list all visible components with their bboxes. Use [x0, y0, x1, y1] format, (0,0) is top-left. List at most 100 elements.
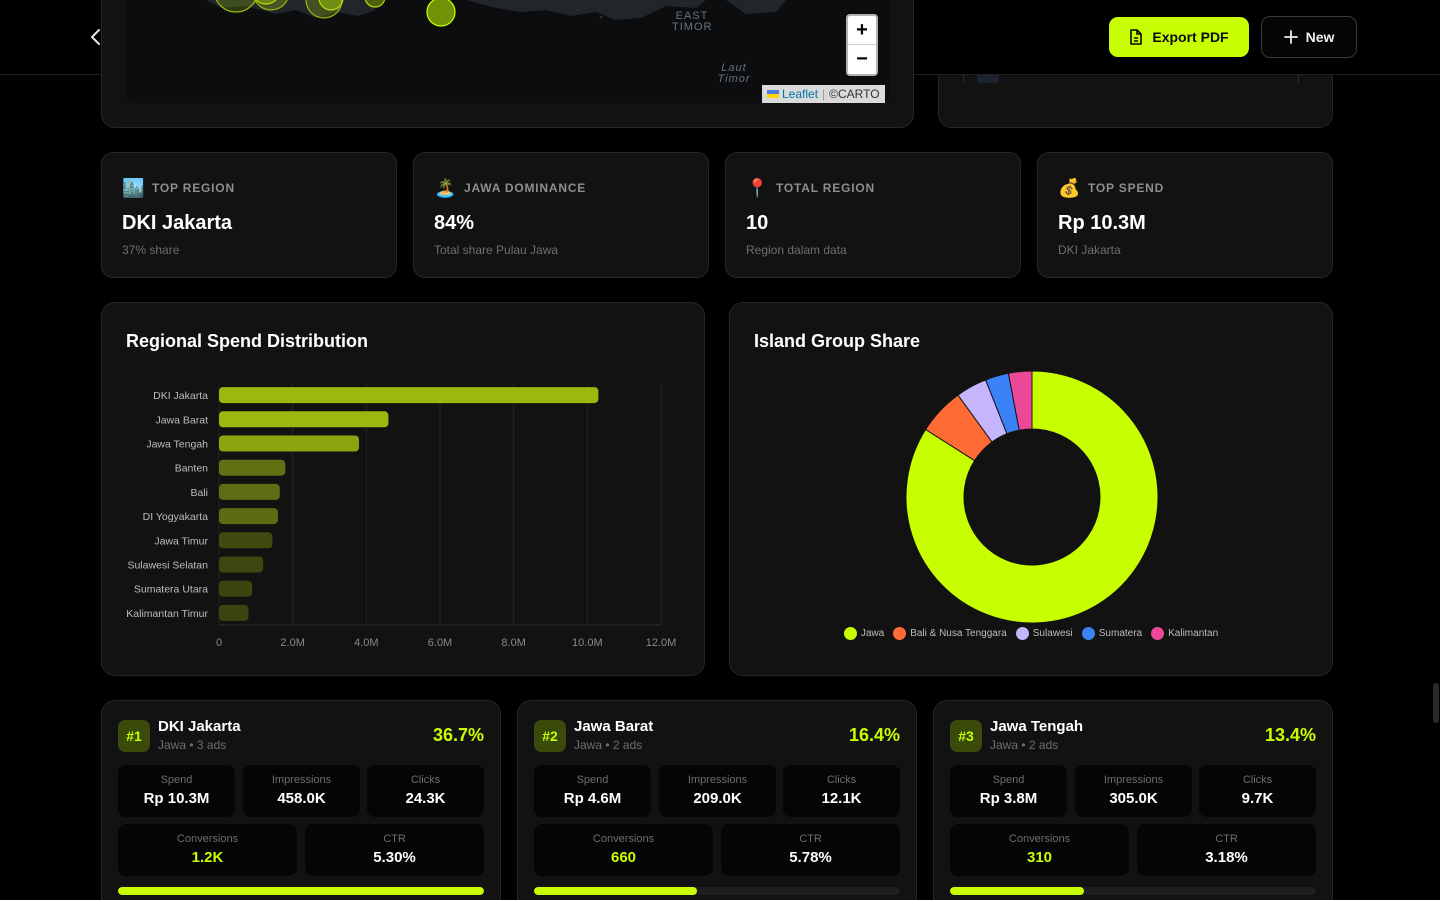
metric-spend: Spend Rp 10.3M	[118, 765, 235, 817]
export-pdf-button[interactable]: Export PDF	[1109, 17, 1249, 57]
x-tick-label: 6.0M	[428, 637, 452, 649]
legend-item[interactable]: Sulawesi	[1015, 627, 1073, 640]
island-share-card: Island Group Share Jawa Bali & Nusa Tengg…	[729, 302, 1333, 676]
x-tick-label: 12.0M	[646, 637, 677, 649]
chart-title: Island Group Share	[754, 331, 921, 351]
y-category-label: Jawa Tengah	[146, 439, 208, 451]
stat-label: TOTAL REGION	[776, 181, 875, 195]
x-tick-label: 8.0M	[501, 637, 525, 649]
stat-sub: DKI Jakarta	[1058, 243, 1121, 257]
new-button[interactable]: New	[1261, 16, 1357, 58]
region-card[interactable]: #1 DKI Jakarta Jawa • 3 ads 36.7% Spend Rp 10…	[101, 700, 501, 900]
legend-item[interactable]: Sumatera	[1081, 627, 1143, 640]
legend-label: Kalimantan	[1168, 628, 1219, 639]
metric-clicks: Clicks 12.1K	[783, 765, 900, 817]
rank-badge: #3	[950, 720, 982, 752]
bar	[219, 459, 286, 476]
map-label-east-timor: EAST TIMOR	[672, 10, 713, 33]
stat-card-total-region: 📍 TOTAL REGION 10 Region dalam data	[725, 152, 1021, 278]
stat-label: TOP REGION	[152, 181, 235, 195]
region-name: Jawa Tengah	[990, 718, 1084, 735]
share-progress	[950, 887, 1316, 895]
region-name: Jawa Barat	[574, 718, 654, 735]
share-progress	[118, 887, 484, 895]
map-attribution: Leaflet | ©CARTO	[762, 85, 885, 103]
region-meta: Jawa • 2 ads	[574, 738, 643, 752]
stat-card-top-spend: 💰 TOP SPEND Rp 10.3M DKI Jakarta	[1037, 152, 1333, 278]
share-progress	[534, 887, 900, 895]
bar	[219, 387, 599, 404]
share-progress-fill	[950, 887, 1084, 895]
stat-sub: Region dalam data	[746, 243, 847, 257]
legend-swatch	[1015, 627, 1029, 640]
bar	[219, 604, 249, 621]
money-bag-icon: 💰	[1058, 177, 1081, 198]
legend-item[interactable]: Bali & Nusa Tenggara	[893, 627, 1007, 640]
legend-label: Bali & Nusa Tenggara	[910, 628, 1007, 639]
stat-sub: Total share Pulau Jawa	[434, 243, 559, 257]
y-category-label: Banten	[175, 463, 208, 475]
back-button[interactable]	[84, 24, 108, 50]
bar	[219, 508, 278, 525]
bar	[219, 556, 264, 573]
y-category-label: Kalimantan Timur	[126, 608, 208, 620]
chart-legend: Jawa Bali & Nusa Tenggara Sulawesi Sumatera…	[730, 627, 1332, 640]
legend-swatch	[893, 627, 907, 640]
y-category-label: DI Yogyakarta	[143, 511, 209, 523]
metric-spend: Spend Rp 4.6M	[534, 765, 651, 817]
spend-bar-chart: 0 2.0M 4.0M 6.0M 8.0M 10.0M 12.0M DKI Jakarta Ja…	[126, 383, 677, 649]
metric-conversions: Conversions 310	[950, 824, 1129, 876]
zoom-out-button[interactable]: −	[856, 48, 868, 70]
y-category-label: Sulawesi Selatan	[127, 560, 208, 572]
donut-slice	[1007, 370, 1033, 431]
x-tick-label: 10.0M	[572, 637, 603, 649]
bar	[219, 435, 359, 452]
stat-card-jawa-dominance: 🏝️ JAWA DOMINANCE 84% Total share Pulau …	[413, 152, 709, 278]
metric-ctr: CTR 5.78%	[721, 824, 900, 876]
plus-icon	[1283, 30, 1298, 44]
chevron-left-icon	[91, 29, 100, 45]
export-pdf-label: Export PDF	[1152, 29, 1229, 45]
y-category-label: Bali	[190, 487, 208, 499]
metric-impressions: Impressions 209.0K	[659, 765, 776, 817]
metric-conversions: Conversions 660	[534, 824, 713, 876]
city-icon: 🏙️	[122, 177, 145, 198]
x-tick-label: 2.0M	[280, 637, 304, 649]
region-card[interactable]: #3 Jawa Tengah Jawa • 2 ads 13.4% Spend Rp 3.…	[933, 700, 1333, 900]
bar	[219, 580, 253, 597]
island-icon: 🏝️	[434, 177, 457, 198]
legend-label: Sulawesi	[1032, 628, 1073, 639]
legend-swatch	[843, 627, 857, 640]
region-card[interactable]: #2 Jawa Barat Jawa • 2 ads 16.4% Spend Rp 4.6…	[517, 700, 917, 900]
zoom-in-button[interactable]: +	[848, 16, 876, 45]
y-category-label: DKI Jakarta	[153, 390, 208, 402]
rank-badge: #1	[118, 720, 150, 752]
file-icon	[1130, 29, 1143, 45]
legend-swatch	[1151, 627, 1165, 640]
chart-title: Regional Spend Distribution	[126, 331, 368, 351]
legend-item[interactable]: Kalimantan	[1151, 627, 1218, 640]
metric-conversions: Conversions 1.2K	[118, 824, 297, 876]
region-meta: Jawa • 2 ads	[990, 738, 1059, 752]
region-share: 16.4%	[848, 725, 900, 745]
stat-label: TOP SPEND	[1088, 181, 1165, 195]
metric-ctr: CTR 3.18%	[1137, 824, 1316, 876]
metric-ctr: CTR 5.30%	[305, 824, 484, 876]
scrollbar-thumb[interactable]	[1433, 683, 1439, 723]
region-share: 36.7%	[432, 725, 484, 745]
legend-item[interactable]: Jawa	[843, 627, 885, 640]
pin-icon: 📍	[746, 177, 769, 198]
region-name: DKI Jakarta	[158, 718, 241, 735]
carto-attribution[interactable]: ©CARTO	[829, 87, 880, 101]
leaflet-link[interactable]: Leaflet	[767, 87, 818, 101]
stat-value: DKI Jakarta	[122, 212, 233, 234]
region-map[interactable]: EAST TIMOR Laut Timor	[126, 0, 890, 103]
metric-clicks: Clicks 9.7K	[1199, 765, 1316, 817]
ukraine-flag-icon	[767, 90, 779, 98]
legend-label: Jawa	[860, 628, 885, 639]
bar	[219, 411, 389, 428]
legend-label: Sumatera	[1098, 628, 1143, 639]
bar	[219, 532, 273, 549]
x-tick-label: 4.0M	[354, 637, 378, 649]
stat-value: Rp 10.3M	[1058, 212, 1146, 234]
